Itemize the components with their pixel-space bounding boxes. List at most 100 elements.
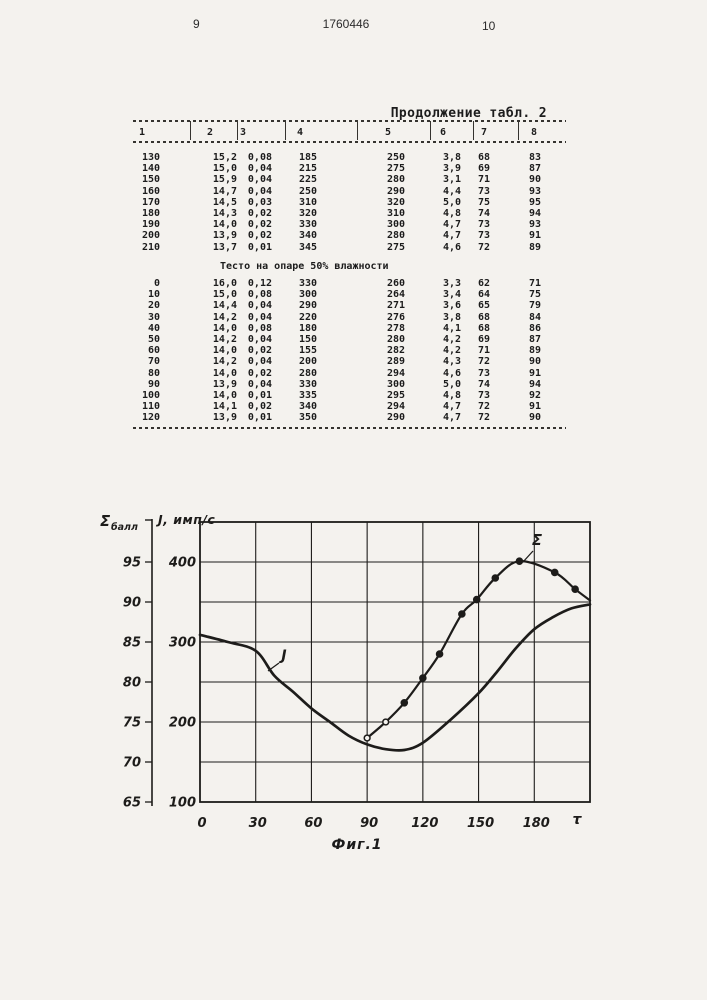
column-number: 4 xyxy=(297,127,304,138)
table-cell: 68 xyxy=(478,152,491,163)
table-cell: 65 xyxy=(478,300,491,311)
table-border-top xyxy=(133,120,566,122)
table-cell: 72 xyxy=(478,356,491,367)
table-cell: 90 xyxy=(529,356,542,367)
table-cell: 14,0 xyxy=(212,219,237,230)
table-cell: 20 xyxy=(147,300,160,311)
table-cell: 0,02 xyxy=(247,401,272,412)
table-cell: 300 xyxy=(387,219,406,230)
table-cell: 250 xyxy=(387,152,406,163)
table-cell: 5,0 xyxy=(443,379,462,390)
x-tick-label: 180 xyxy=(523,816,550,831)
table-cell: 89 xyxy=(529,242,542,253)
table-cell: 350 xyxy=(299,412,318,423)
table-cell: 14,0 xyxy=(212,390,237,401)
table-cell: 4,8 xyxy=(443,208,462,219)
table-cell: 275 xyxy=(387,242,406,253)
table-cell: 74 xyxy=(478,208,491,219)
j-tick-label: 400 xyxy=(168,556,196,571)
table-cell: 220 xyxy=(299,312,318,323)
table-cell: 4,7 xyxy=(443,230,462,241)
table-cell: 72 xyxy=(478,242,491,253)
table-cell: 0,04 xyxy=(247,312,272,323)
x-tick-label: 90 xyxy=(360,816,378,831)
table-cell: 160 xyxy=(141,186,160,197)
x-tick-label: 30 xyxy=(249,816,267,831)
table-cell: 300 xyxy=(387,379,406,390)
table-cell: 92 xyxy=(529,390,542,401)
table-cell: 0,08 xyxy=(247,152,272,163)
table-cell: 14,0 xyxy=(212,368,237,379)
table-cell: 69 xyxy=(478,163,491,174)
table-cell: 13,9 xyxy=(212,412,237,423)
table-cell: 4,4 xyxy=(443,186,462,197)
table-cell: 94 xyxy=(529,208,542,219)
table-cell: 75 xyxy=(529,289,542,300)
curve-label-leader xyxy=(522,550,534,563)
table-cell: 13,7 xyxy=(212,242,237,253)
table-cell: 280 xyxy=(299,368,318,379)
table-cell: 0,04 xyxy=(247,379,272,390)
x-tick-label: 150 xyxy=(467,816,494,831)
table-cell: 0,01 xyxy=(247,242,272,253)
table-cell: 73 xyxy=(478,186,491,197)
table-cell: 0,01 xyxy=(247,390,272,401)
x-tick-label: 120 xyxy=(411,816,438,831)
table-cell: 83 xyxy=(529,152,542,163)
table-row: 0 16,0 0,12 330 260 3,3 62 71 xyxy=(133,278,566,289)
column-separator xyxy=(430,121,431,140)
table-cell: 180 xyxy=(299,323,318,334)
table-cell: 200 xyxy=(141,230,160,241)
sigma-tick-label: 75 xyxy=(123,716,141,731)
table-cell: 15,0 xyxy=(212,163,237,174)
table-cell: 0,01 xyxy=(247,412,272,423)
table-cell: 91 xyxy=(529,401,542,412)
table-cell: 4,2 xyxy=(443,334,462,345)
j-curve xyxy=(198,603,592,752)
column-separator xyxy=(285,121,286,140)
table-cell: 73 xyxy=(478,390,491,401)
table-row: 170 14,5 0,03 310 320 5,0 75 95 xyxy=(133,197,566,208)
table-cell: 75 xyxy=(478,197,491,208)
table-cell: 0,04 xyxy=(247,186,272,197)
sigma-tick-label: 95 xyxy=(123,556,141,571)
table-cell: 185 xyxy=(299,152,318,163)
table-cell: 170 xyxy=(141,197,160,208)
table-cell: 73 xyxy=(478,219,491,230)
table-cell: 68 xyxy=(478,323,491,334)
table-cell: 200 xyxy=(299,356,318,367)
table-cell: 0,04 xyxy=(247,300,272,311)
table-cell: 294 xyxy=(387,368,406,379)
table-cell: 0 xyxy=(153,278,160,289)
figure-caption: Фиг.1 xyxy=(331,837,383,853)
table-cell: 14,2 xyxy=(212,312,237,323)
sigma-data-point xyxy=(435,650,444,658)
table-cell: 0,04 xyxy=(247,163,272,174)
table-cell: 14,2 xyxy=(212,356,237,367)
table-cell: 3,3 xyxy=(443,278,462,289)
table-cell: 280 xyxy=(387,334,406,345)
table-cell: 62 xyxy=(478,278,491,289)
column-number: 1 xyxy=(139,127,146,138)
table-cell: 150 xyxy=(299,334,318,345)
table-cell: 14,7 xyxy=(212,186,237,197)
table-cell: 0,02 xyxy=(247,219,272,230)
table-row: 10 15,0 0,08 300 264 3,4 64 75 xyxy=(133,289,566,300)
table-cell: 86 xyxy=(529,323,542,334)
table-cell: 110 xyxy=(141,401,160,412)
table-row: 110 14,1 0,02 340 294 4,7 72 91 xyxy=(133,401,566,412)
table-cell: 15,0 xyxy=(212,289,237,300)
table-cell: 0,04 xyxy=(247,334,272,345)
table-row: 210 13,7 0,01 345 275 4,6 72 89 xyxy=(133,242,566,253)
table-cell: 87 xyxy=(529,163,542,174)
table-cell: 260 xyxy=(387,278,406,289)
table-cell: 290 xyxy=(299,300,318,311)
sigma-axis-title: Σ xyxy=(100,512,111,530)
page-number-left: 9 xyxy=(193,17,200,31)
sigma-axis-title-sub: балл xyxy=(111,522,138,533)
table-cell: 91 xyxy=(529,368,542,379)
table-cell: 40 xyxy=(147,323,160,334)
plot-border xyxy=(199,521,591,803)
